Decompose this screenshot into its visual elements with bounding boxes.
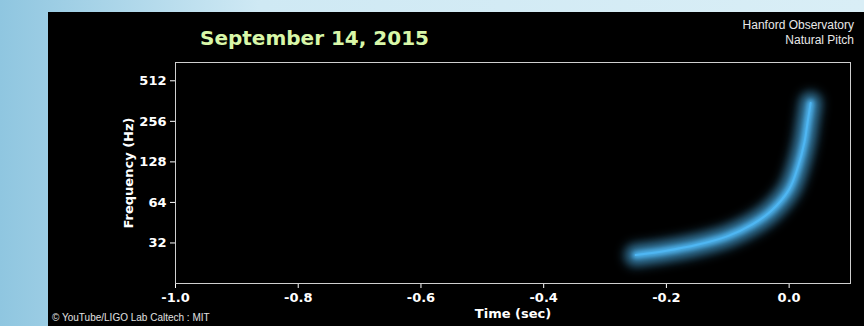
svg-text:-0.8: -0.8 bbox=[284, 290, 312, 305]
svg-text:64: 64 bbox=[148, 195, 166, 210]
html-text:Hanford Observatory: Hanford Observatory bbox=[742, 18, 854, 32]
svg-text:-1.0: -1.0 bbox=[161, 290, 189, 305]
svg-text:512: 512 bbox=[139, 73, 166, 88]
svg-text:128: 128 bbox=[139, 154, 166, 169]
svg-text:Frequency (Hz): Frequency (Hz) bbox=[121, 118, 136, 229]
svg-text:-0.4: -0.4 bbox=[529, 290, 557, 305]
html-text:Natural Pitch: Natural Pitch bbox=[785, 33, 854, 47]
svg-text:256: 256 bbox=[139, 113, 166, 128]
svg-text:-0.2: -0.2 bbox=[652, 290, 680, 305]
svg-text:0.0: 0.0 bbox=[778, 290, 801, 305]
svg-text:-0.6: -0.6 bbox=[407, 290, 435, 305]
svg-text:Time (sec): Time (sec) bbox=[475, 306, 551, 321]
svg-text:32: 32 bbox=[148, 235, 166, 250]
html-text:September 14, 2015: September 14, 2015 bbox=[200, 26, 429, 50]
html-text:© YouTube/LIGO Lab Caltech : M: © YouTube/LIGO Lab Caltech : MIT bbox=[52, 312, 210, 323]
